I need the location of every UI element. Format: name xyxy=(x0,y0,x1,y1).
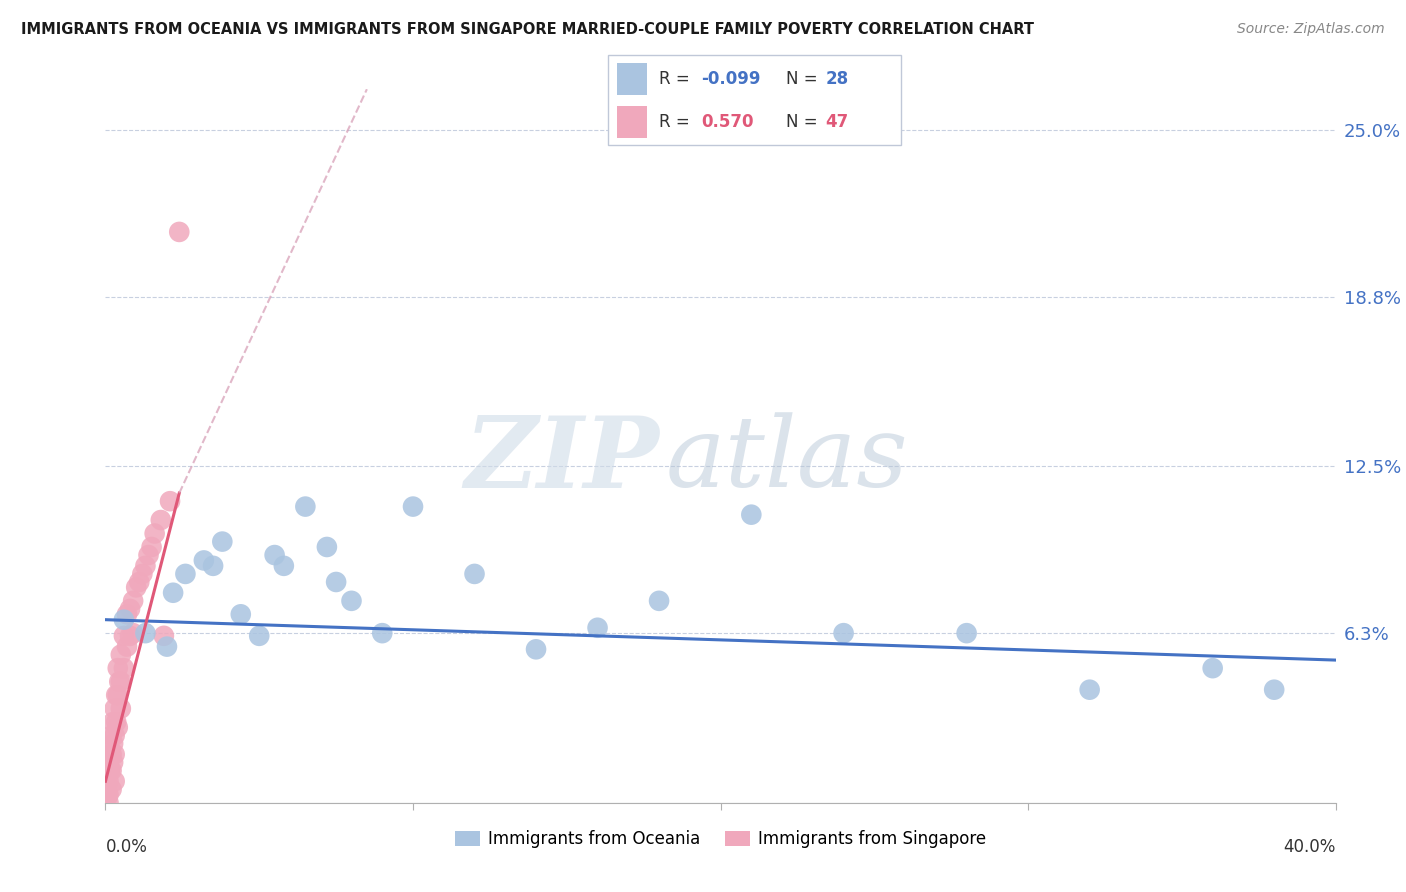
Point xyxy=(97,756,120,770)
Point xyxy=(107,688,129,702)
Point xyxy=(315,540,337,554)
Text: N =: N = xyxy=(786,70,823,87)
Point xyxy=(98,764,121,778)
Point xyxy=(112,661,135,675)
Point xyxy=(134,558,156,573)
Point xyxy=(104,747,127,762)
Point xyxy=(104,774,127,789)
Point xyxy=(162,586,184,600)
Point xyxy=(101,756,124,770)
Point xyxy=(524,642,547,657)
Text: R =: R = xyxy=(659,70,695,87)
Point xyxy=(138,548,160,562)
Point xyxy=(115,640,138,654)
Point xyxy=(143,526,166,541)
Point xyxy=(122,626,145,640)
Point xyxy=(96,790,118,805)
Point xyxy=(100,729,122,743)
Point xyxy=(112,613,135,627)
Bar xyxy=(617,63,647,95)
Point xyxy=(229,607,252,622)
Text: N =: N = xyxy=(786,113,823,131)
Point xyxy=(131,566,153,581)
Text: 40.0%: 40.0% xyxy=(1284,838,1336,856)
Point xyxy=(159,494,181,508)
Point xyxy=(97,796,120,810)
Point xyxy=(104,729,127,743)
Point xyxy=(740,508,762,522)
Point xyxy=(110,648,132,662)
Point xyxy=(956,626,979,640)
Point xyxy=(104,701,127,715)
Point xyxy=(134,626,156,640)
Point xyxy=(108,674,131,689)
Point xyxy=(832,626,855,640)
Point xyxy=(128,574,150,589)
Point xyxy=(107,720,129,734)
Point xyxy=(294,500,316,514)
Point xyxy=(100,747,122,762)
Point xyxy=(98,742,121,756)
Point xyxy=(153,629,176,643)
Point xyxy=(141,540,163,554)
FancyBboxPatch shape xyxy=(607,55,901,145)
Point xyxy=(247,629,270,643)
Point xyxy=(174,566,197,581)
Text: ZIP: ZIP xyxy=(464,412,659,508)
Point xyxy=(122,594,145,608)
Text: R =: R = xyxy=(659,113,700,131)
Point xyxy=(96,782,118,797)
Point xyxy=(325,574,347,589)
Point xyxy=(211,534,233,549)
Point xyxy=(105,714,128,729)
Point xyxy=(263,548,285,562)
Point xyxy=(586,621,609,635)
Point xyxy=(120,629,141,643)
Legend: Immigrants from Oceania, Immigrants from Singapore: Immigrants from Oceania, Immigrants from… xyxy=(449,824,993,855)
Text: 0.0%: 0.0% xyxy=(105,838,148,856)
Point xyxy=(193,553,215,567)
Text: IMMIGRANTS FROM OCEANIA VS IMMIGRANTS FROM SINGAPORE MARRIED-COUPLE FAMILY POVER: IMMIGRANTS FROM OCEANIA VS IMMIGRANTS FR… xyxy=(21,22,1033,37)
Point xyxy=(125,580,148,594)
Point xyxy=(202,558,225,573)
Point xyxy=(107,661,129,675)
Text: atlas: atlas xyxy=(665,413,908,508)
Point xyxy=(112,629,135,643)
Point xyxy=(273,558,295,573)
Point xyxy=(340,594,363,608)
Bar xyxy=(617,106,647,138)
Point xyxy=(1078,682,1101,697)
Point xyxy=(100,782,122,797)
Point xyxy=(156,640,179,654)
Point xyxy=(101,737,124,751)
Text: 47: 47 xyxy=(825,113,848,131)
Text: 0.570: 0.570 xyxy=(702,113,754,131)
Text: -0.099: -0.099 xyxy=(702,70,761,87)
Point xyxy=(1201,661,1223,675)
Point xyxy=(169,225,191,239)
Point xyxy=(115,607,138,622)
Point xyxy=(105,688,128,702)
Point xyxy=(97,774,120,789)
Point xyxy=(1263,682,1285,697)
Point xyxy=(464,566,486,581)
Point xyxy=(101,714,124,729)
Point xyxy=(100,764,122,778)
Point xyxy=(648,594,671,608)
Point xyxy=(120,602,141,616)
Text: Source: ZipAtlas.com: Source: ZipAtlas.com xyxy=(1237,22,1385,37)
Point xyxy=(149,513,172,527)
Point xyxy=(110,701,132,715)
Point xyxy=(402,500,425,514)
Point xyxy=(371,626,394,640)
Point xyxy=(97,788,120,802)
Text: 28: 28 xyxy=(825,70,848,87)
Point xyxy=(110,674,132,689)
